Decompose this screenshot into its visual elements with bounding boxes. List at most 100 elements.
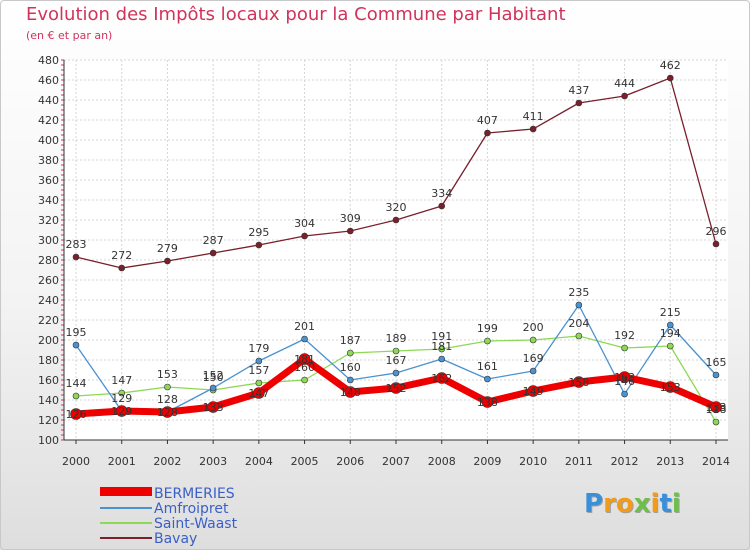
- data-point-bavay: [529, 125, 537, 133]
- data-label-amfroipret: 129: [111, 392, 132, 405]
- x-tick-label: 2009: [473, 455, 501, 468]
- data-point-bermeries: [390, 382, 402, 394]
- data-point-bermeries: [207, 401, 219, 413]
- data-label-amfroipret: 165: [706, 356, 727, 369]
- data-label-bavay: 272: [111, 249, 132, 262]
- data-point-amfroipret: [712, 371, 720, 379]
- x-tick-label: 2007: [382, 455, 410, 468]
- data-point-saint-waast: [529, 336, 537, 344]
- data-label-bermeries: 152: [386, 382, 407, 395]
- data-label-saint-waast: 200: [523, 321, 544, 334]
- data-point-bavay: [438, 202, 446, 210]
- data-label-saint-waast: 187: [340, 334, 361, 347]
- data-label-saint-waast: 118: [706, 403, 727, 416]
- data-point-bavay: [392, 216, 400, 224]
- data-point-saint-waast: [484, 337, 491, 345]
- logo-letter: i: [650, 489, 660, 519]
- data-label-amfroipret: 167: [386, 354, 407, 367]
- data-point-bermeries: [664, 381, 677, 393]
- data-point-bermeries: [115, 405, 128, 417]
- y-tick-label: 260: [38, 274, 59, 287]
- data-label-saint-waast: 191: [431, 330, 452, 343]
- x-tick-label: 2003: [199, 455, 227, 468]
- y-tick-label: 360: [38, 174, 59, 187]
- logo-letter: x: [633, 489, 651, 519]
- data-point-bermeries: [298, 353, 311, 365]
- data-point-bavay: [484, 129, 491, 137]
- data-label-bermeries: 153: [660, 381, 681, 394]
- data-point-bavay: [621, 92, 628, 100]
- data-label-amfroipret: 161: [477, 360, 498, 373]
- data-label-bavay: 334: [431, 187, 452, 200]
- data-point-bermeries: [710, 401, 722, 413]
- data-point-saint-waast: [164, 383, 171, 391]
- logo-letter: P: [584, 489, 604, 519]
- y-tick-label: 440: [38, 94, 59, 107]
- x-tick-label: 2012: [611, 455, 639, 468]
- data-point-saint-waast: [301, 376, 308, 384]
- data-label-bermeries: 133: [706, 401, 727, 414]
- data-point-bavay: [209, 249, 217, 257]
- data-label-bavay: 411: [523, 110, 544, 123]
- y-tick-label: 300: [38, 234, 59, 247]
- logo-letter: r: [603, 489, 616, 519]
- data-point-amfroipret: [346, 376, 354, 384]
- data-point-bavay: [575, 99, 583, 107]
- data-label-saint-waast: 189: [386, 332, 407, 345]
- data-label-bavay: 437: [568, 84, 589, 97]
- data-label-bermeries: 133: [203, 401, 224, 414]
- data-label-amfroipret: 160: [340, 361, 361, 374]
- data-point-bermeries: [344, 386, 357, 398]
- data-point-saint-waast: [346, 349, 354, 357]
- y-tick-label: 180: [38, 354, 59, 367]
- data-label-bermeries: 129: [111, 405, 132, 418]
- data-label-bavay: 320: [386, 201, 407, 214]
- x-tick-label: 2001: [108, 455, 136, 468]
- data-point-bavay: [255, 241, 263, 249]
- data-label-bavay: 283: [66, 238, 87, 251]
- data-label-bavay: 309: [340, 212, 361, 225]
- data-point-bermeries: [70, 408, 82, 420]
- data-label-saint-waast: 204: [568, 317, 589, 330]
- data-point-saint-waast: [392, 347, 400, 355]
- data-label-bermeries: 163: [614, 371, 635, 384]
- data-point-bermeries: [618, 371, 631, 383]
- data-label-amfroipret: 195: [66, 326, 87, 339]
- data-point-saint-waast: [72, 392, 80, 400]
- x-tick-label: 2010: [519, 455, 547, 468]
- data-point-amfroipret: [438, 355, 446, 363]
- data-label-bavay: 444: [614, 77, 635, 90]
- y-tick-label: 120: [38, 414, 59, 427]
- chart-subtitle: (en € et par an): [26, 29, 113, 42]
- data-point-bavay: [164, 257, 171, 265]
- data-point-saint-waast: [255, 379, 263, 387]
- data-label-saint-waast: 199: [477, 322, 498, 335]
- data-label-amfroipret: 128: [157, 393, 178, 406]
- legend-label-saint-waast: Saint-Waast: [154, 516, 238, 532]
- x-tick-label: 2004: [245, 455, 273, 468]
- data-label-bermeries: 148: [340, 386, 361, 399]
- data-label-bavay: 462: [660, 59, 681, 72]
- x-tick-label: 2008: [428, 455, 456, 468]
- y-tick-label: 400: [38, 134, 59, 147]
- y-tick-label: 380: [38, 154, 59, 167]
- data-label-bavay: 287: [203, 234, 224, 247]
- chart-title: Evolution des Impôts locaux pour la Comm…: [26, 4, 566, 25]
- data-label-bermeries: 181: [294, 353, 315, 366]
- data-point-amfroipret: [575, 301, 583, 309]
- legend-label-bavay: Bavay: [154, 531, 197, 547]
- data-label-bermeries: 126: [66, 408, 87, 421]
- x-tick-label: 2013: [656, 455, 684, 468]
- proxiti-logo: Proxiti: [584, 489, 681, 519]
- data-point-bermeries: [573, 376, 585, 388]
- logo-letter: t: [659, 489, 672, 519]
- data-point-amfroipret: [484, 375, 491, 383]
- data-point-saint-waast: [621, 344, 628, 352]
- logo-letter: i: [671, 489, 681, 519]
- legend-label-bermeries: BERMERIES: [154, 486, 235, 502]
- x-tick-label: 2014: [702, 455, 730, 468]
- data-point-bavay: [72, 253, 80, 261]
- data-label-saint-waast: 157: [248, 364, 269, 377]
- data-point-bermeries: [161, 406, 174, 418]
